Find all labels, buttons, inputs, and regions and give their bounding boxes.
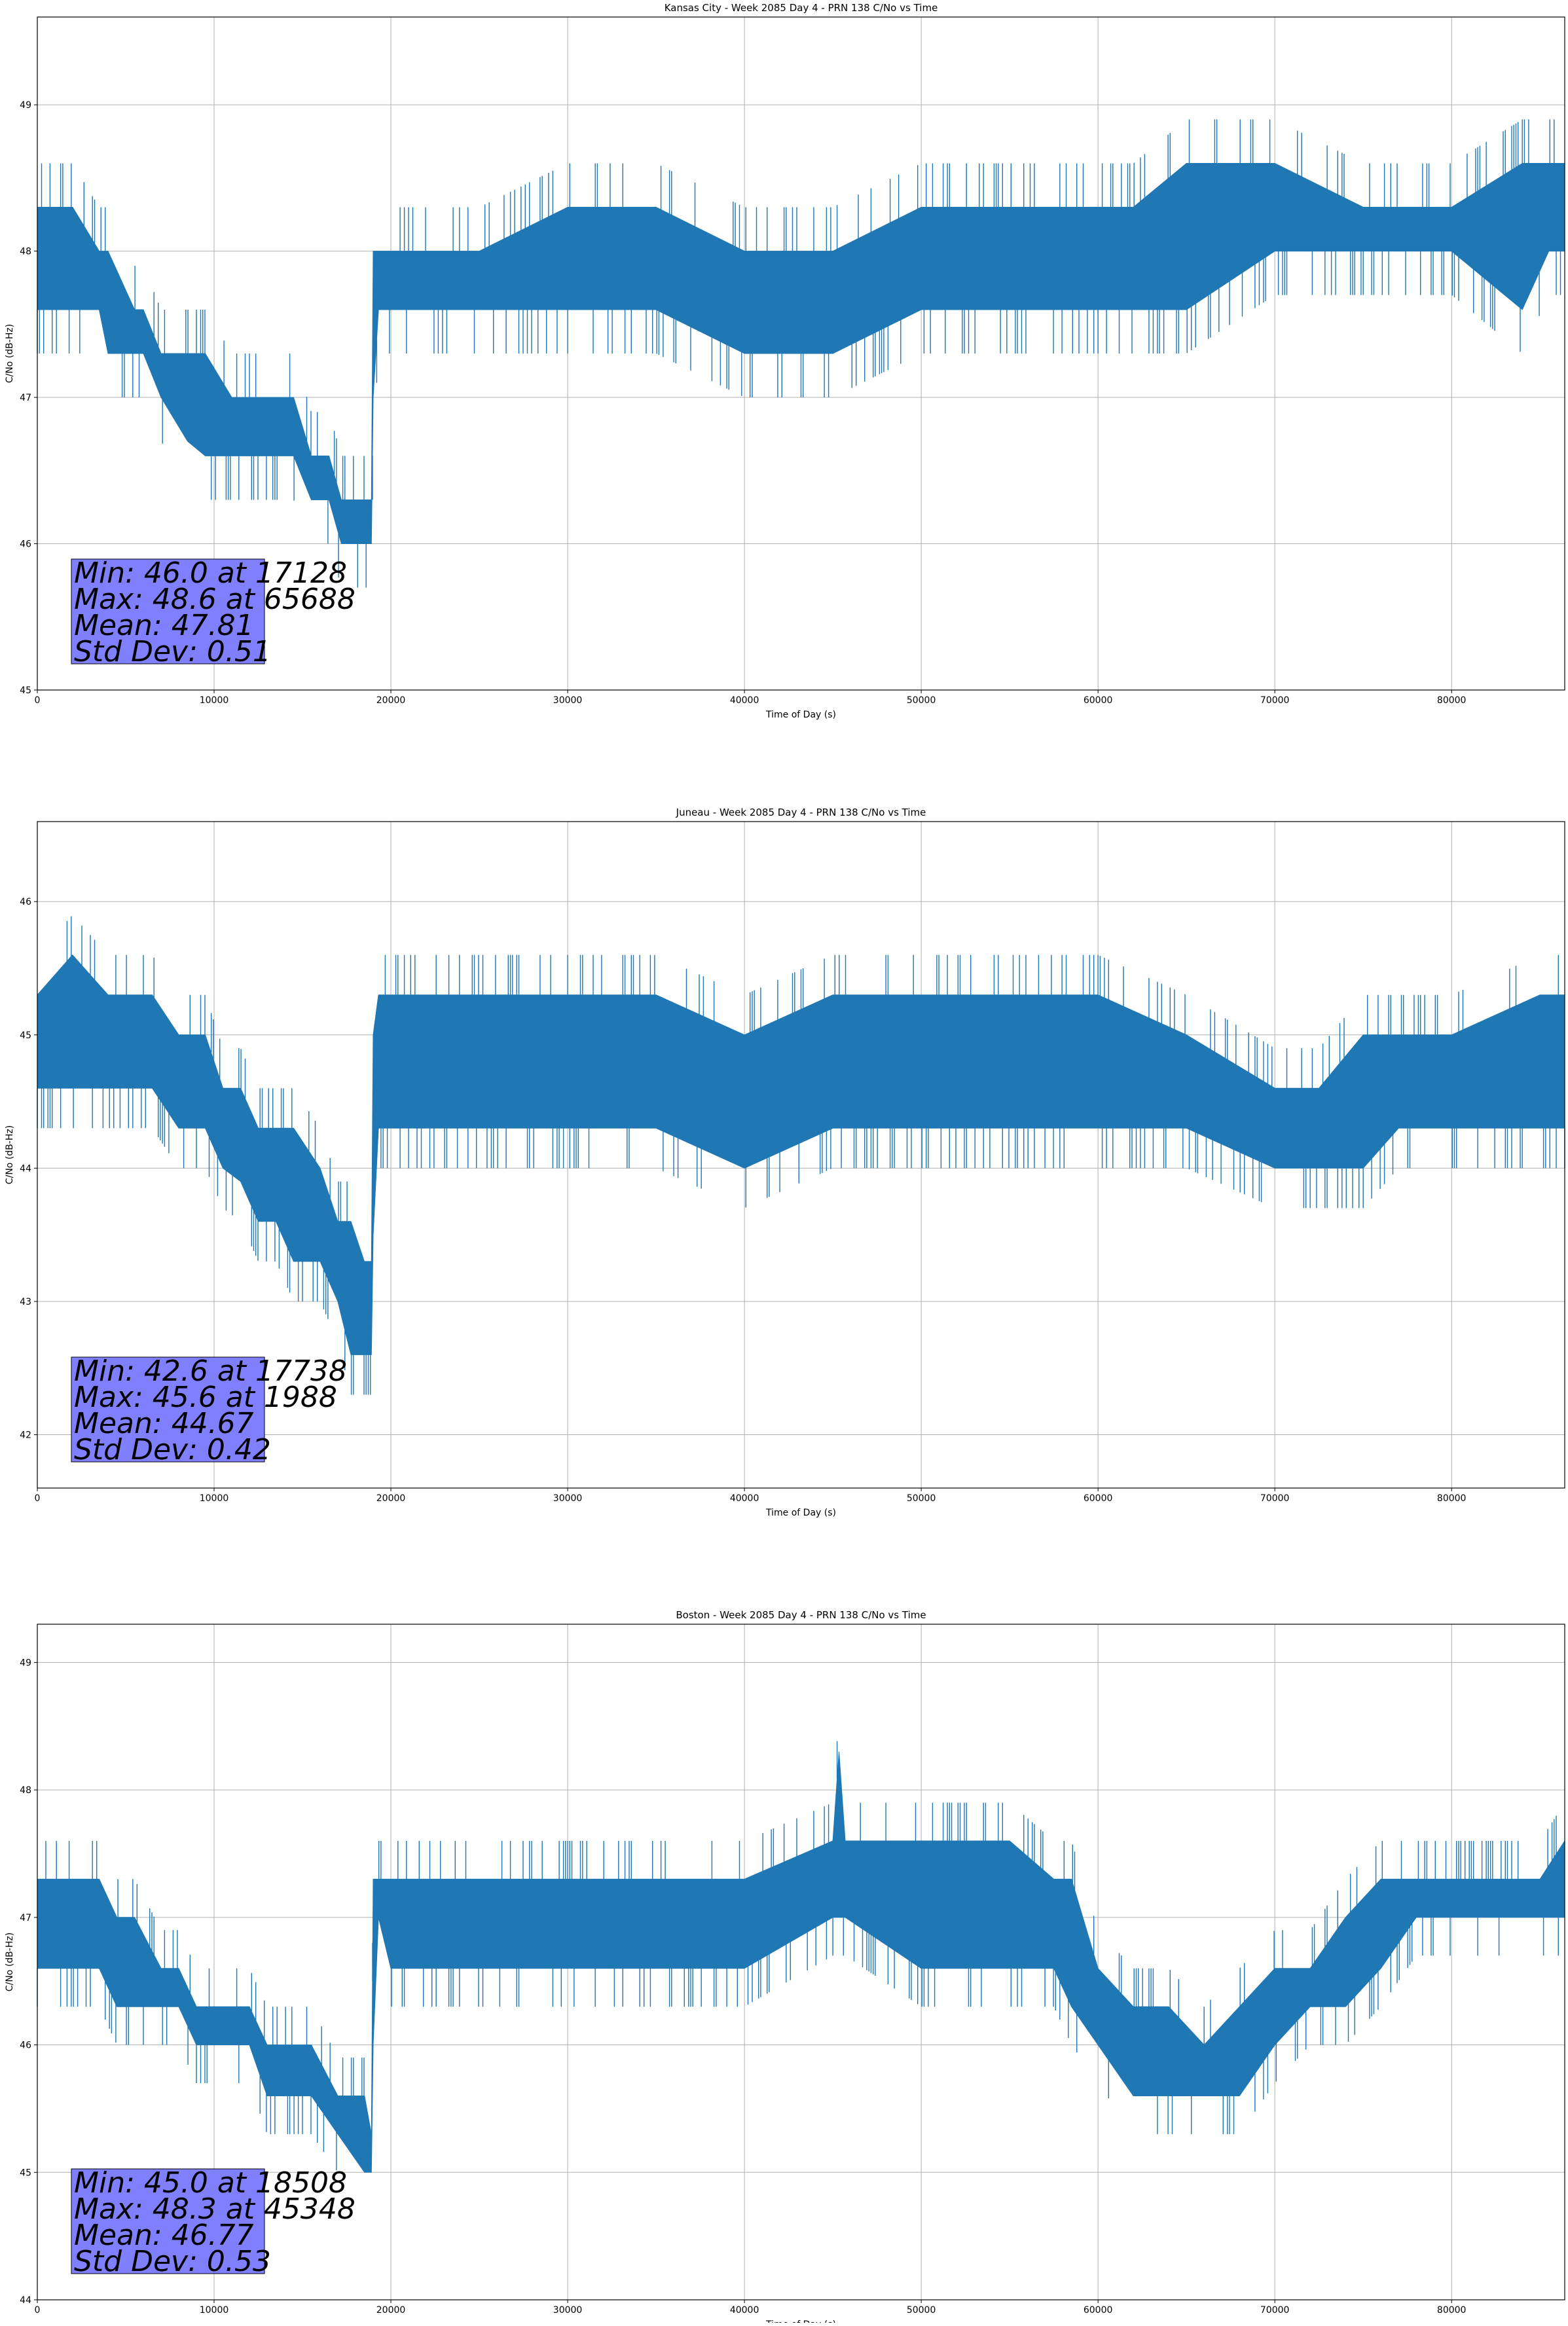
chart-panel-3: 0 10000 20000 30000 40000 50000 60000 70000 8000… xyxy=(5,1609,1565,2326)
stats-max: Max: 48.6 at 65688 xyxy=(74,583,356,616)
stats-background xyxy=(71,2168,265,2274)
y-tick-label: 47 xyxy=(20,1913,31,1923)
axes-frame xyxy=(37,1624,1565,2300)
x-tick-label: 50000 xyxy=(907,1493,936,1504)
x-tick-label: 30000 xyxy=(553,1493,583,1504)
x-tick-label: 30000 xyxy=(553,695,583,706)
y-axis-label: C/No (dB-Hz) xyxy=(5,1125,15,1184)
stats-std: Std Dev: 0.42 xyxy=(74,1433,271,1466)
x-tick-label: 60000 xyxy=(1084,1493,1113,1504)
y-tick-label: 48 xyxy=(20,247,31,257)
x-tick-label: 20000 xyxy=(376,695,406,706)
stats-max: Max: 45.6 at 1988 xyxy=(74,1381,337,1414)
x-tick-label: 60000 xyxy=(1084,2305,1113,2316)
x-tick-label: 80000 xyxy=(1437,2305,1467,2316)
x-tick-label: 30000 xyxy=(553,2305,583,2316)
y-tick-label: 49 xyxy=(20,1658,31,1668)
x-tick-label: 50000 xyxy=(907,695,936,706)
y-tick-label: 43 xyxy=(20,1297,31,1307)
plot-area xyxy=(37,1624,1565,2300)
x-tick-label: 40000 xyxy=(730,695,759,706)
chart-panel-2: 0 10000 20000 30000 40000 50000 60000 70000 8000… xyxy=(5,807,1565,1518)
y-tick-label: 42 xyxy=(20,1430,31,1441)
x-tick-label: 0 xyxy=(35,2305,41,2316)
y-tick-label: 45 xyxy=(20,2168,31,2178)
x-tick-label: 80000 xyxy=(1437,1493,1467,1504)
x-tick-label: 0 xyxy=(35,695,41,706)
stats-min: Min: 46.0 at 17128 xyxy=(74,556,347,590)
stats-mean: Mean: 44.67 xyxy=(74,1407,254,1440)
x-tick-label: 10000 xyxy=(200,2305,229,2316)
stats-min: Min: 45.0 at 18508 xyxy=(74,2166,347,2200)
x-tick-label: 40000 xyxy=(730,2305,759,2316)
y-tick-label: 44 xyxy=(20,2295,31,2306)
y-tick-label: 46 xyxy=(20,539,31,550)
x-tick-label: 20000 xyxy=(376,2305,406,2316)
x-tick-label: 70000 xyxy=(1260,1493,1290,1504)
x-tick-label: 10000 xyxy=(200,695,229,706)
x-tick-label: 80000 xyxy=(1437,695,1467,706)
y-axis-label: C/No (dB-Hz) xyxy=(5,324,15,383)
y-tick-label: 46 xyxy=(20,2041,31,2051)
stats-max: Max: 48.3 at 45348 xyxy=(74,2192,356,2226)
y-tick-label: 48 xyxy=(20,1785,31,1796)
x-tick-label: 70000 xyxy=(1260,2305,1290,2316)
x-tick-label: 10000 xyxy=(200,1493,229,1504)
x-tick-label: 60000 xyxy=(1084,695,1113,706)
stats-std: Std Dev: 0.51 xyxy=(74,635,271,668)
chart-title: Juneau - Week 2085 Day 4 - PRN 138 C/No … xyxy=(676,807,926,818)
y-tick-label: 45 xyxy=(20,1030,31,1041)
chart-title: Boston - Week 2085 Day 4 - PRN 138 C/No … xyxy=(676,1609,926,1621)
x-axis-label: Time of Day (s) xyxy=(765,1508,836,1518)
y-axis-label: C/No (dB-Hz) xyxy=(5,1933,15,1991)
stats-mean: Mean: 47.81 xyxy=(74,609,254,642)
x-axis-label: Time of Day (s) xyxy=(765,710,836,720)
x-axis-label: Time of Day (s) xyxy=(765,2319,836,2323)
x-tick-label: 40000 xyxy=(730,1493,759,1504)
chart-title: Kansas City - Week 2085 Day 4 - PRN 138 … xyxy=(665,2,938,14)
x-tick-label: 50000 xyxy=(907,2305,936,2316)
stats-min: Min: 42.6 at 17738 xyxy=(74,1354,347,1388)
data-series xyxy=(37,119,1565,588)
y-tick-label: 47 xyxy=(20,393,31,403)
stats-mean: Mean: 46.77 xyxy=(74,2219,254,2252)
y-tick-label: 46 xyxy=(20,897,31,907)
axes-frame xyxy=(37,821,1565,1489)
x-tick-label: 20000 xyxy=(376,1493,406,1504)
stats-background xyxy=(71,1356,265,1463)
x-tick-label: 0 xyxy=(35,1493,41,1504)
stats-background xyxy=(71,558,265,664)
y-tick-label: 44 xyxy=(20,1163,31,1174)
y-tick-label: 49 xyxy=(20,100,31,111)
stats-std: Std Dev: 0.53 xyxy=(74,2245,271,2278)
axes-frame xyxy=(37,16,1565,691)
y-tick-label: 45 xyxy=(20,685,31,696)
x-tick-label: 70000 xyxy=(1260,695,1290,706)
chart-panel-1: 0 10000 20000 30000 40000 50000 60000 70000 8000… xyxy=(5,2,1565,720)
